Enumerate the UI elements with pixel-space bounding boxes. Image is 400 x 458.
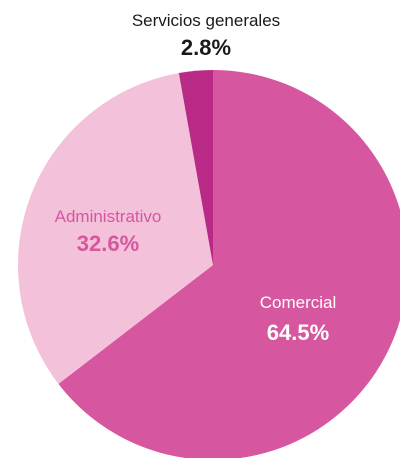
slice-label-administrativo: Administrativo — [55, 207, 162, 226]
slice-value-servicios-generales: 2.8% — [181, 35, 231, 60]
slice-value-comercial: 64.5% — [267, 320, 329, 345]
pie-slice-servicios-generales — [178, 70, 213, 265]
labels-layer: Comercial 64.5% Administrativo 32.6% Servici… — [55, 11, 337, 345]
slice-label-servicios-generales: Servicios generales — [132, 11, 280, 30]
slice-value-administrativo: 32.6% — [77, 231, 139, 256]
pie-slice-administrativo — [18, 73, 214, 384]
slice-label-comercial: Comercial — [260, 293, 337, 312]
slices-layer — [18, 70, 400, 458]
pie-slice-comercial — [58, 70, 400, 458]
